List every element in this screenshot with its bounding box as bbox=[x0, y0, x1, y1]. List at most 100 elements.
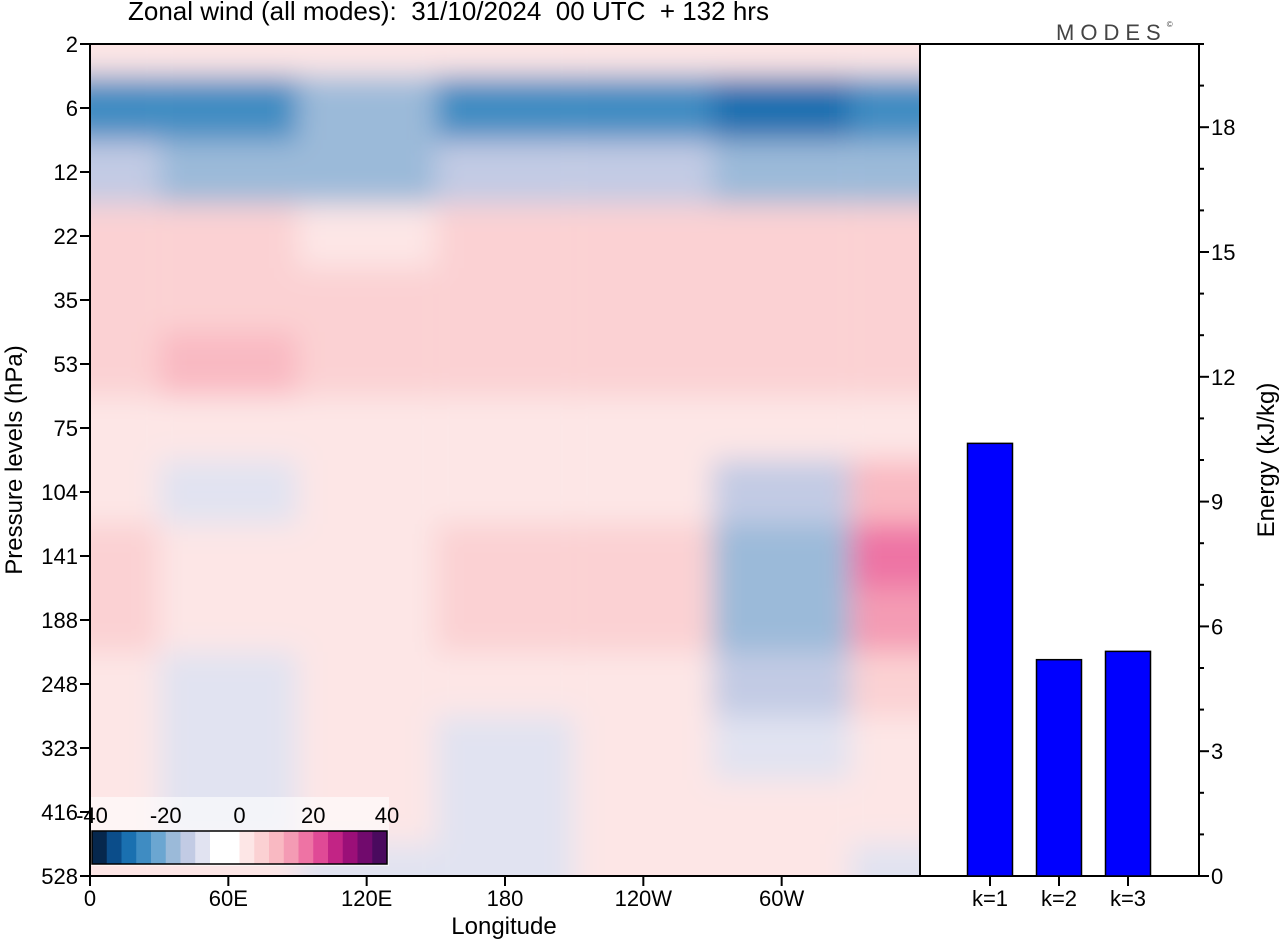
heatmap-cell bbox=[297, 204, 436, 268]
colorbar-swatch bbox=[92, 831, 108, 864]
heatmap-cell bbox=[712, 588, 851, 652]
heatmap-cell bbox=[90, 652, 160, 716]
heatmap-cell bbox=[574, 460, 713, 524]
energy-axis-label: Energy (kJ/kg) bbox=[1253, 383, 1280, 538]
heatmap-cell bbox=[159, 204, 298, 268]
pressure-tick-label: 53 bbox=[54, 352, 78, 377]
pressure-tick-label: 6 bbox=[66, 96, 78, 121]
heatmap-cell bbox=[159, 332, 298, 396]
longitude-tick-label: 60W bbox=[759, 886, 804, 911]
heatmap-cell bbox=[850, 460, 920, 524]
colorbar-swatch bbox=[180, 831, 196, 864]
heatmap-cell bbox=[435, 396, 575, 460]
heatmap-cell bbox=[850, 332, 920, 396]
x-axis-label: Longitude bbox=[451, 913, 556, 940]
heatmap-cell bbox=[435, 524, 575, 588]
heatmap-cell bbox=[90, 332, 160, 396]
longitude-tick-label: 0 bbox=[84, 886, 96, 911]
heatmap-cell bbox=[90, 524, 160, 588]
heatmap-cell bbox=[712, 460, 851, 524]
heatmap-cell bbox=[90, 204, 160, 268]
pressure-tick-label: 141 bbox=[41, 544, 78, 569]
longitude-tick-label: 120E bbox=[341, 886, 392, 911]
heatmap-cell bbox=[574, 396, 713, 460]
colorbar-swatch bbox=[121, 831, 137, 864]
heatmap-cell bbox=[297, 44, 436, 76]
heatmap-cell bbox=[90, 716, 160, 780]
colorbar-swatch bbox=[195, 831, 211, 864]
heatmap-cell bbox=[574, 140, 713, 204]
heatmap-panel: -40 -20 0 20 40 2612223553751041411882483234… bbox=[1, 32, 921, 940]
colorbar-swatch bbox=[239, 831, 255, 864]
chart-title: Zonal wind (all modes): 31/10/2024 00 UT… bbox=[128, 0, 769, 26]
heatmap-cell bbox=[159, 652, 298, 716]
colorbar-swatch bbox=[151, 831, 167, 864]
heatmap-cell bbox=[435, 76, 575, 140]
heatmap-cell bbox=[435, 204, 575, 268]
heatmap-cell bbox=[90, 140, 160, 204]
colorbar-label: 20 bbox=[301, 803, 325, 828]
mode-tick-label: k=2 bbox=[1041, 886, 1077, 911]
heatmap-cell bbox=[850, 396, 920, 460]
heatmap-cell bbox=[712, 396, 851, 460]
heatmap-cell bbox=[574, 780, 713, 844]
longitude-tick-label: 120W bbox=[615, 886, 673, 911]
heatmap-cell bbox=[712, 780, 851, 844]
heatmap-cell bbox=[712, 268, 851, 332]
colorbar-swatch bbox=[357, 831, 373, 864]
heatmap-cell bbox=[712, 652, 851, 716]
energy-tick-label: 18 bbox=[1211, 115, 1235, 140]
heatmap-cell bbox=[574, 204, 713, 268]
heatmap-cell bbox=[574, 268, 713, 332]
heatmap-cell bbox=[850, 76, 920, 140]
heatmap-cell bbox=[159, 460, 298, 524]
heatmap-cell bbox=[90, 268, 160, 332]
y-axis-label: Pressure levels (hPa) bbox=[1, 345, 28, 574]
heatmap-cell bbox=[159, 140, 298, 204]
pressure-tick-label: 248 bbox=[41, 672, 78, 697]
colorbar-swatch bbox=[313, 831, 329, 864]
energy-bar bbox=[1035, 658, 1083, 877]
heatmap-cell bbox=[297, 460, 436, 524]
pressure-tick-label: 22 bbox=[54, 224, 78, 249]
heatmap-cell bbox=[574, 332, 713, 396]
heatmap-cell bbox=[90, 396, 160, 460]
colorbar-swatch bbox=[254, 831, 270, 864]
mode-tick-label: k=1 bbox=[972, 886, 1008, 911]
colorbar-label: -40 bbox=[76, 803, 108, 828]
heatmap-cell bbox=[297, 588, 436, 652]
colorbar-label: 40 bbox=[375, 803, 399, 828]
heatmap-cell bbox=[574, 716, 713, 780]
heatmap-cell bbox=[297, 396, 436, 460]
pressure-tick-label: 12 bbox=[54, 160, 78, 185]
colorbar-swatch bbox=[165, 831, 181, 864]
mode-tick-label: k=3 bbox=[1110, 886, 1146, 911]
pressure-tick-label: 2 bbox=[66, 32, 78, 57]
pressure-tick-label: 323 bbox=[41, 736, 78, 761]
pressure-axis: 2 6 12 22 35 53 75 104 141 188 248 323 416 528 bbox=[41, 32, 90, 889]
energy-axis: 0 3 6 9 12 15 18 bbox=[1199, 43, 1235, 889]
heatmap-cell bbox=[712, 44, 851, 76]
colorbar-swatch bbox=[224, 831, 240, 864]
heatmap-cell bbox=[159, 44, 298, 76]
heatmap-cell bbox=[159, 396, 298, 460]
heatmap-cell bbox=[574, 588, 713, 652]
energy-bar bbox=[966, 442, 1014, 877]
heatmap-cell bbox=[90, 44, 160, 76]
colorbar-swatch bbox=[372, 831, 388, 864]
colorbar-swatch bbox=[210, 831, 226, 864]
energy-bar bbox=[1104, 650, 1152, 877]
modes-logo: MODES© bbox=[1056, 20, 1173, 46]
heatmap-cell bbox=[574, 652, 713, 716]
heatmap-cell bbox=[850, 652, 920, 716]
heatmap-cell bbox=[574, 524, 713, 588]
heatmap-cell bbox=[850, 268, 920, 332]
heatmap-cell bbox=[435, 332, 575, 396]
heatmap-cell bbox=[850, 588, 920, 652]
colorbar: -40 -20 0 20 40 bbox=[76, 797, 399, 866]
heatmap-cell bbox=[297, 268, 436, 332]
heatmap-cell bbox=[297, 140, 436, 204]
heatmap-cell bbox=[297, 716, 436, 780]
colorbar-swatch bbox=[106, 831, 122, 864]
energy-tick-label: 6 bbox=[1211, 614, 1223, 639]
